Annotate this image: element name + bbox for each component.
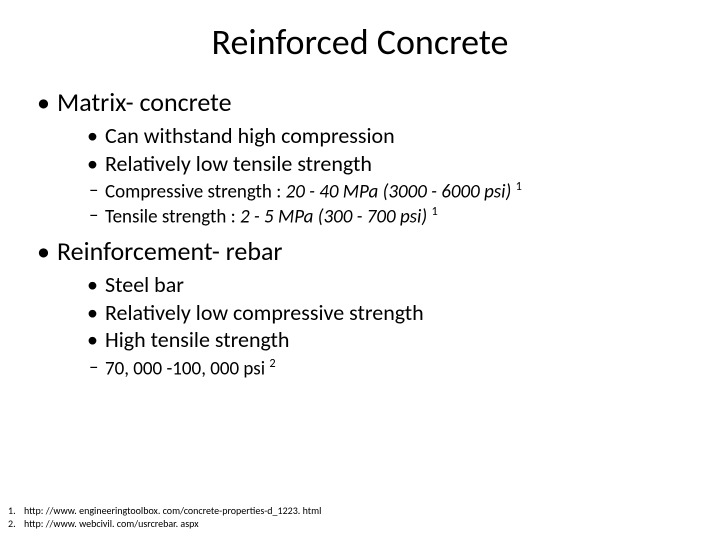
- matrix-details: Compressive strength : 20 - 40 MPa (3000…: [89, 179, 685, 229]
- list-item: Compressive strength : 20 - 40 MPa (3000…: [89, 179, 685, 204]
- content-list: Matrix- concrete Can withstand high comp…: [35, 86, 685, 381]
- reference-item: 1. http: //www. engineeringtoolbox. com/…: [8, 504, 321, 517]
- list-item: Tensile strength : 2 - 5 MPa (300 - 700 …: [89, 204, 685, 229]
- list-item: Steel bar: [87, 271, 685, 299]
- detail-ref: 2: [269, 356, 275, 371]
- section-reinforcement: Reinforcement- rebar Steel bar Relativel…: [35, 235, 685, 381]
- matrix-points: Can withstand high compression Relativel…: [87, 122, 685, 177]
- reference-text: http: //www. webcivil. com/usrcrebar. as…: [24, 517, 199, 530]
- detail-ref: 1: [516, 179, 522, 194]
- detail-ref: 1: [431, 204, 437, 219]
- detail-value: 20 - 40 MPa (3000 - 6000 psi): [286, 180, 512, 203]
- detail-label: 70, 000 -100, 000 psi: [105, 357, 269, 380]
- slide-container: Reinforced Concrete Matrix- concrete Can…: [0, 0, 720, 397]
- list-item: High tensile strength: [87, 326, 685, 354]
- reference-text: http: //www. engineeringtoolbox. com/con…: [24, 504, 321, 517]
- slide-title: Reinforced Concrete: [35, 20, 685, 64]
- reference-item: 2. http: //www. webcivil. com/usrcrebar.…: [8, 517, 321, 530]
- reference-number: 1.: [8, 504, 24, 517]
- reference-number: 2.: [8, 517, 24, 530]
- rebar-details: 70, 000 -100, 000 psi 2: [89, 356, 685, 381]
- detail-label: Tensile strength :: [105, 205, 240, 228]
- list-item: Can withstand high compression: [87, 122, 685, 150]
- detail-value: 2 - 5 MPa (300 - 700 psi): [240, 205, 427, 228]
- section-matrix: Matrix- concrete Can withstand high comp…: [35, 86, 685, 229]
- rebar-points: Steel bar Relatively low compressive str…: [87, 271, 685, 354]
- detail-label: Compressive strength :: [105, 180, 286, 203]
- references: 1. http: //www. engineeringtoolbox. com/…: [8, 504, 321, 530]
- list-item: Relatively low compressive strength: [87, 299, 685, 327]
- section-heading: Reinforcement- rebar: [57, 235, 283, 267]
- section-heading: Matrix- concrete: [57, 86, 232, 118]
- list-item: Relatively low tensile strength: [87, 150, 685, 178]
- list-item: 70, 000 -100, 000 psi 2: [89, 356, 685, 381]
